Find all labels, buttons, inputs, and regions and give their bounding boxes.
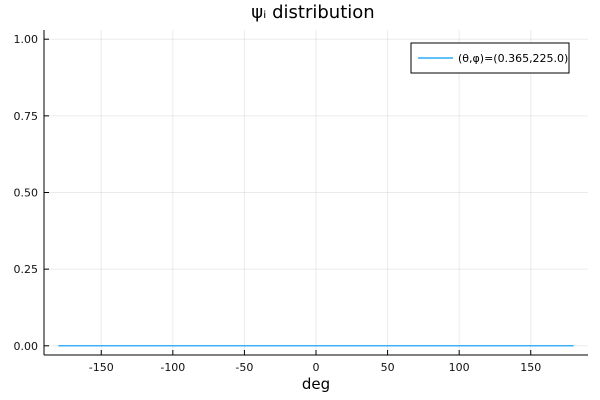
y-tick-label: 1.00 [14, 33, 39, 46]
x-tick-label: -50 [235, 361, 253, 374]
x-tick-label: 0 [313, 361, 320, 374]
ticks: -150 -100 -50 0 50 100 150 0.00 0.25 0.50 0.75 1.00 [14, 33, 542, 374]
y-tick-label: 0.75 [14, 110, 39, 123]
legend: (θ,φ)=(0.365,225.0) [410, 42, 570, 74]
y-tick-label: 0.25 [14, 263, 39, 276]
x-tick-label: 100 [449, 361, 470, 374]
chart-title: ψᵢ distribution [251, 2, 374, 23]
x-tick-label: -100 [160, 361, 185, 374]
x-tick-label: 50 [381, 361, 395, 374]
y-tick-label: 0.00 [14, 340, 39, 353]
x-tick-label: 150 [520, 361, 541, 374]
grid [44, 30, 588, 355]
x-tick-label: -150 [89, 361, 114, 374]
y-tick-label: 0.50 [14, 187, 39, 200]
x-axis-label: deg [302, 375, 330, 393]
legend-entry: (θ,φ)=(0.365,225.0) [458, 52, 568, 65]
